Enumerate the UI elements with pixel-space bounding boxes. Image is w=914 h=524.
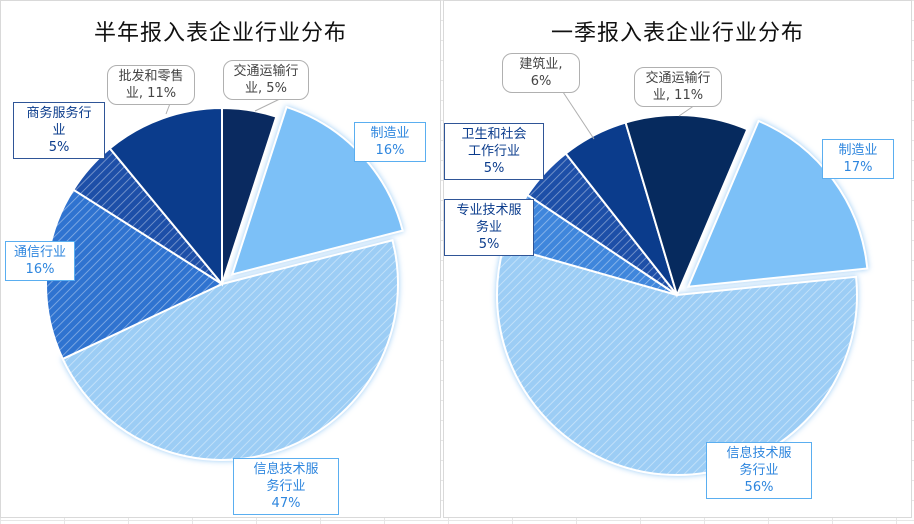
pie-slice (624, 114, 749, 298)
slice-data-label: 卫生和社会 工作行业 5% (444, 123, 544, 180)
chart-title: 半年报入表企业行业分布 (93, 21, 347, 46)
q1-chart-panel: 一季报入表企业行业分布 制造业 17% 信息技术服 务行业 56% 专业技术服 务业… (443, 0, 912, 518)
half-year-chart-panel: 半年报入表企业行业分布 制造业 16% 信息技术服 务行业 47% 通信行业 16%… (0, 0, 441, 518)
chart-title: 一季报入表企业行业分布 (550, 21, 804, 46)
callout-leader (560, 88, 595, 140)
slice-data-label: 批发和零售 业, 11% (107, 65, 195, 105)
slice-data-label: 建筑业, 6% (502, 53, 580, 93)
slice-data-label: 专业技术服 务业 5% (444, 199, 534, 256)
pie-slice (108, 106, 223, 287)
pie-chart-svg (45, 95, 404, 461)
slice-data-label: 信息技术服 务行业 47% (233, 458, 339, 515)
slice-data-label: 交通运输行 业, 11% (634, 67, 722, 107)
pie-slice (496, 244, 858, 476)
slice-data-label: 交通运输行 业, 5% (223, 60, 309, 100)
slice-data-label: 制造业 16% (354, 122, 426, 162)
slice-data-label: 信息技术服 务行业 56% (706, 442, 812, 499)
slice-data-label: 商务服务行 业 5% (13, 102, 105, 159)
pie-chart-svg (496, 88, 869, 476)
pie-slice (686, 119, 869, 288)
pie-slice (61, 239, 399, 461)
pie-slice (221, 106, 278, 285)
slice-data-label: 制造业 17% (822, 139, 894, 179)
slice-data-label: 通信行业 16% (5, 241, 75, 281)
